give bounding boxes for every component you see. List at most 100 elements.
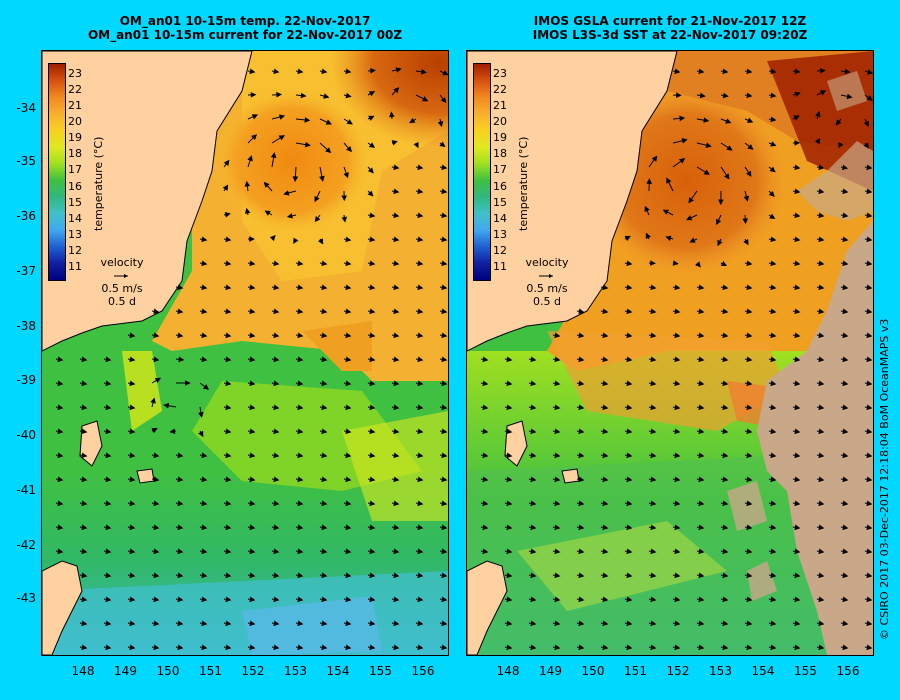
current-vector-head [129,332,136,339]
current-vector-head [672,260,679,266]
latitude-tick-label: -34 [16,101,36,115]
current-vector-head [602,548,609,555]
current-vector-head [153,500,160,507]
current-vector-head [321,308,328,315]
current-vector-head [662,209,669,215]
current-vector-head [105,380,112,387]
current-vector-head [866,596,873,603]
current-vector-head [417,572,424,579]
current-vector-head [650,332,657,339]
current-vector-head [369,596,376,603]
current-vector-head [345,332,352,339]
current-vector-head [185,380,191,386]
current-vector-head [417,500,424,507]
current-vector-head [506,644,513,651]
current-vector-head [297,476,304,483]
current-vector-head [249,596,256,603]
current-vector-head [321,68,328,75]
current-vector-head [866,332,873,339]
current-vector-head [393,380,400,387]
current-vector-head [747,144,754,150]
current-vector-head [105,500,112,507]
current-vector-head [626,620,633,627]
current-vector-head [842,644,849,651]
right-current-vectors [480,67,873,651]
current-vector-head [842,380,849,387]
current-vector-head [554,524,561,531]
current-vector-head [441,212,448,219]
current-vector-head [506,572,513,579]
current-vector-head [163,403,170,409]
current-vector-head [273,596,280,603]
current-vector-head [273,548,280,555]
current-vector-head [314,195,320,203]
current-vector-head [369,428,376,435]
current-vector-head [842,620,849,627]
current-vector-head [770,572,777,579]
current-vector-head [225,308,232,315]
current-vector-head [769,166,776,173]
current-vector-head [794,620,801,627]
current-vector-head [770,284,777,291]
current-vector-head [578,452,585,459]
current-vector-head [770,404,777,411]
left-map-panel: 23 22 21 20 19 18 17 16 15 14 13 12 11 temperature (… [41,50,449,656]
current-vector-head [273,356,280,363]
current-vector-head [842,476,849,483]
current-vector-head [818,284,825,291]
current-vector-head [746,356,753,363]
current-vector-head [482,548,489,555]
current-vector-head [129,620,136,627]
current-vector-head [177,500,184,507]
current-vector-head [746,308,753,315]
current-vector-head [602,452,609,459]
current-vector-head [722,524,729,531]
current-vector-head [201,476,208,483]
current-vector-head [506,356,513,363]
current-vector-head [225,404,232,411]
current-vector-head [722,572,729,579]
current-vector-head [129,356,136,363]
current-vector-head [722,308,729,315]
current-vector-head [368,115,375,121]
current-vector-head [317,238,324,245]
current-vector-head [325,119,332,125]
current-vector-head [177,644,184,651]
current-vector-head [391,140,398,146]
current-vector-head [650,260,656,266]
colorbar-tick-label: 17 [68,163,82,177]
current-vector-head [794,260,801,267]
current-vector-head [578,380,585,387]
current-vector-head [249,620,256,627]
current-vector-head [393,500,400,507]
current-vector-head [325,147,332,154]
left-current-vectors [55,67,448,651]
current-vector-head [297,644,304,651]
current-vector-head [866,548,873,555]
colorbar-tick-label: 19 [493,131,507,145]
current-vector-head [746,284,753,291]
current-vector-head [818,332,825,339]
colorbar-tick-label: 13 [68,227,82,241]
current-vector-head [506,428,513,435]
current-vector-head [57,524,64,531]
current-vector-head [297,332,304,339]
current-vector-head [417,452,424,459]
current-vector-head [602,284,609,291]
current-vector-head [81,524,88,531]
current-vector-head [578,596,585,603]
current-vector-head [393,572,400,579]
current-vector-head [650,524,657,531]
longitude-tick-label: 155 [369,664,392,678]
current-vector-head [716,218,722,226]
current-vector-head [686,215,693,221]
current-vector-head [698,68,705,75]
current-vector-head [441,524,448,531]
longitude-tick-label: 154 [751,664,775,678]
current-vector-head [201,332,208,339]
current-vector-head [225,356,232,363]
current-vector-head [417,332,424,339]
current-vector-head [441,260,448,267]
current-vector-head [746,524,753,531]
current-vector-head [818,428,825,435]
